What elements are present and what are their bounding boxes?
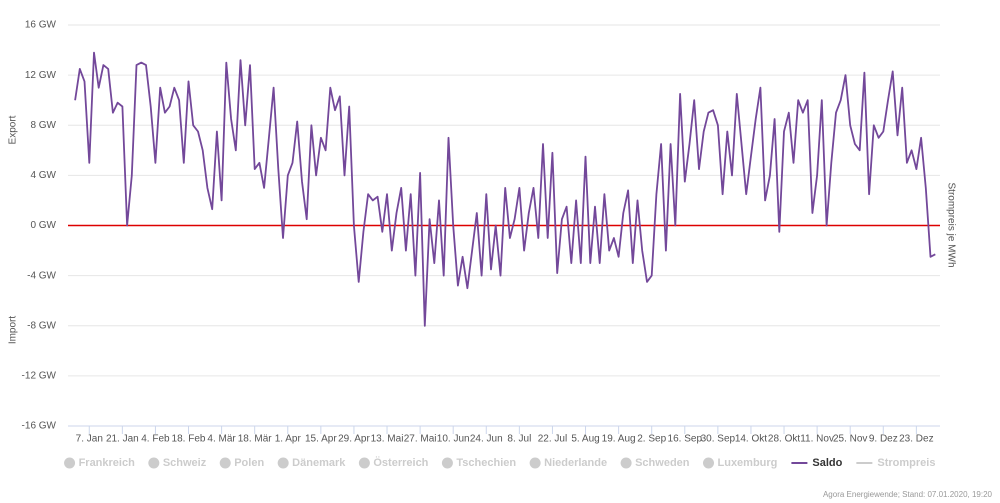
x-tick-label: 10. Jun [437,434,470,445]
x-tick-label: 4. Mär [207,434,236,445]
legend-item[interactable]: Tschechien [441,457,516,469]
legend-label: Tschechien [456,457,516,469]
x-tick-label: 22. Jul [538,434,567,445]
x-tick-label: 4. Feb [141,434,170,445]
legend-symbol [277,457,289,469]
legend-symbol [529,457,541,469]
x-tick-label: 21. Jan [106,434,139,445]
legend-item[interactable]: Niederlande [529,457,607,469]
x-tick-label: 18. Feb [172,434,206,445]
y-tick-label: 4 GW [30,170,56,181]
x-tick-label: 27. Mai [404,434,437,445]
x-tick-label: 28. Okt [768,434,800,445]
legend-label: Polen [234,457,264,469]
x-tick-label: 29. Apr [338,434,370,445]
y-tick-label: 0 GW [30,220,56,231]
x-tick-label: 19. Aug [602,434,636,445]
legend-label: Schweiz [163,457,207,469]
data-line [74,51,936,327]
x-tick-label: 15. Apr [305,434,337,445]
x-tick-label: 11. Nov [800,434,834,445]
legend-symbol [358,457,370,469]
y2-title: Strompreis je MWh [945,182,956,267]
legend-item[interactable]: Österreich [358,456,429,469]
legend-label: Frankreich [79,457,136,469]
y-tick-label: 16 GW [25,20,57,31]
legend-label: Dänemark [292,457,346,469]
legend-label: Saldo [812,457,842,469]
legend-label: Österreich [373,456,428,469]
x-tick-label: 1. Apr [275,434,302,445]
legend-item[interactable]: Schweiz [148,457,207,469]
legend-label: Strompreis [877,457,935,469]
x-tick-label: 30. Sep [701,434,736,445]
x-tick-label: 2. Sep [637,434,666,445]
legend-symbol [219,457,231,469]
legend-item[interactable]: Luxemburg [703,457,777,469]
x-tick-label: 16. Sep [668,434,703,445]
y-tick-label: -4 GW [27,270,56,281]
legend-item[interactable]: Strompreis [856,457,935,469]
x-tick-label: 9. Dez [869,434,898,445]
legend-label: Luxemburg [718,457,778,469]
y-tick-label: -8 GW [27,320,56,331]
legend-symbol [703,457,714,469]
legend-item[interactable]: Frankreich [64,457,135,469]
legend-item[interactable]: Schweden [620,457,690,469]
y-tick-label: 12 GW [25,70,57,81]
x-tick-label: 14. Okt [735,434,767,445]
legend-label: Niederlande [544,457,607,469]
legend-label: Schweden [635,457,690,469]
legend-symbol [441,457,453,469]
legend-symbol [620,457,632,469]
legend-symbol [148,457,160,469]
y-tick-label: -12 GW [22,371,57,382]
x-tick-label: 24. Jun [470,434,503,445]
x-tick-label: 23. Dez [899,434,933,445]
x-tick-label: 13. Mai [371,434,404,445]
y-title-export: Export [8,115,19,144]
x-tick-label: 8. Jul [507,434,531,445]
y-tick-label: 8 GW [30,120,56,131]
x-tick-label: 25. Nov [833,434,867,445]
legend-item[interactable]: Polen [219,457,265,469]
credits: Agora Energiewende; Stand: 07.01.2020, 1… [823,490,993,499]
legend-item[interactable]: Dänemark [277,457,347,469]
x-tick-label: 5. Aug [571,434,599,445]
legend: Frankreich Schweiz Polen Dänemark Österreich… [64,456,935,469]
legend-symbol [64,457,76,469]
legend-item[interactable]: Saldo [791,457,843,469]
x-tick-label: 7. Jan [76,434,103,445]
y-tick-label: -16 GW [22,421,57,432]
y-title-import: Import [8,316,19,345]
x-tick-label: 18. Mär [238,434,273,445]
